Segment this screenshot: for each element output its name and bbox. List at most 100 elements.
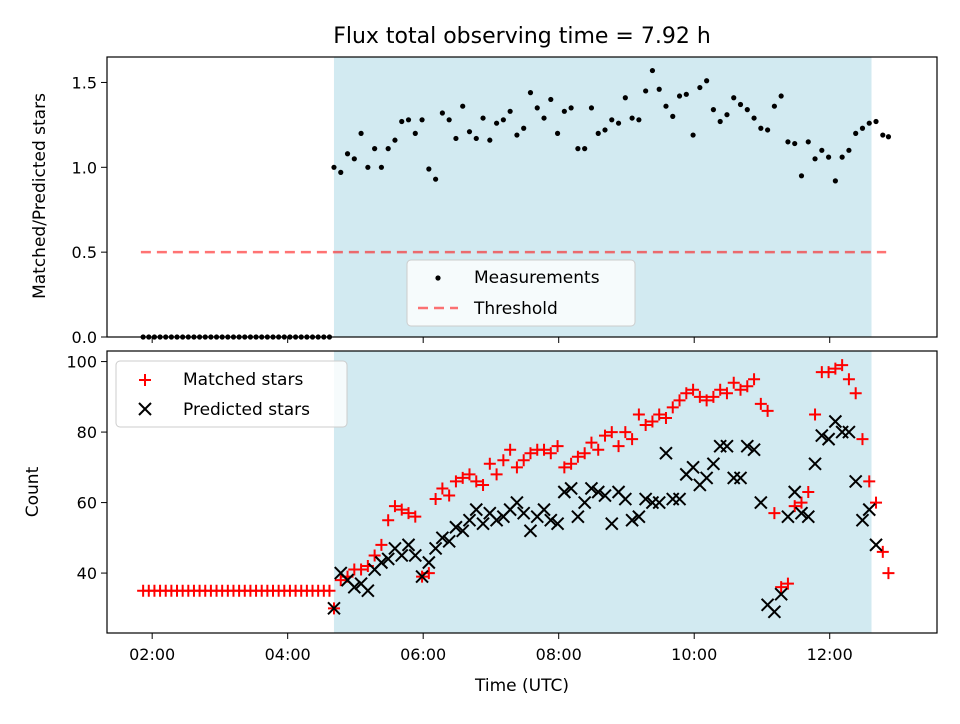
matched-star-point [768,507,781,520]
measurement-point [561,108,567,114]
measurement-point [832,178,838,184]
bottom-y-axis-label: Count [23,466,43,517]
predicted-star-point [550,517,565,531]
measurement-point [798,173,805,179]
predicted-star-point [740,439,754,453]
bottom-x-tick-label: 10:00 [671,645,717,664]
measurement-point [568,105,574,111]
measurement-point [805,139,811,145]
measurement-point [351,156,357,162]
matched-star-point [626,433,639,446]
measurement-point [683,91,689,97]
predicted-star-point [469,502,483,517]
predicted-star-point [598,488,612,503]
x-axis-label: Time (UTC) [474,676,569,696]
predicted-star-point [625,513,639,527]
matched-star-point [510,461,523,474]
matched-star-point [483,457,496,470]
matched-star-point [836,359,849,372]
predicted-star-point [781,509,795,524]
predicted-star-point [476,517,490,531]
predicted-star-point [442,534,456,549]
top-legend: Measurements Threshold [406,259,636,327]
bottom-x-tick-label: 04:00 [265,645,311,664]
bottom-x-tick-label: 06:00 [400,645,446,664]
bottom-y-tick-label: 80 [77,423,97,442]
predicted-star-point [754,495,768,510]
matched-star-point [693,390,706,403]
measurement-point [582,146,588,152]
measurement-point [825,154,832,160]
bottom-legend: Matched stars Predicted stars [115,360,348,428]
measurement-point [487,137,493,143]
measurement-point [880,132,886,138]
measurement-point [615,120,622,126]
measurement-point [365,164,371,170]
measurement-point [358,130,364,136]
measurement-point [866,120,872,126]
legend-matched-label: Matched stars [183,370,303,390]
measurement-point [731,95,737,101]
measurement-point [385,146,391,152]
measurement-point [649,67,656,74]
measurement-point [507,108,513,114]
matched-star-point [856,433,869,446]
predicted-star-point [374,555,389,570]
predicted-star-point [767,605,782,619]
measurement-point [439,110,445,116]
measurement-point [744,107,750,113]
measurement-point [412,130,418,136]
matched-star-point [714,383,727,396]
predicted-star-point [537,502,551,517]
measurement-point [446,117,452,123]
top-frame [106,56,938,338]
predicted-star-point [605,517,619,531]
matched-star-point [659,411,672,424]
predicted-star-point [401,538,416,552]
measurement-point [338,169,344,175]
matched-star-point [653,408,666,421]
measurement-point [812,156,818,162]
predicted-star-point [618,492,633,506]
predicted-star-point [577,495,592,510]
matched-star-point [470,475,483,488]
measurement-point [792,140,798,147]
matched-star-point [544,447,557,460]
matched-star-point [538,443,551,456]
measurement-point [595,130,601,136]
predicted-star-point [801,509,815,524]
measurement-point [697,84,703,91]
predicted-star-point [347,580,362,594]
matched-star-point [775,581,788,594]
measurement-point [521,125,527,131]
measurement-point [690,132,696,138]
predicted-star-point [828,414,843,429]
measurement-point [500,117,506,123]
matched-star-point [666,401,679,414]
measurement-point [426,166,432,172]
matched-star-point [449,475,462,488]
measurement-point [548,96,554,103]
matched-star-point [368,549,381,562]
measurement-point [676,93,683,99]
measurement-point [609,117,615,123]
legend-predicted-label: Predicted stars [183,400,310,420]
bottom-y-tick-label: 40 [77,564,97,583]
matched-star-point [741,380,754,393]
matched-star-point [727,376,740,389]
measurement-point [453,135,459,142]
measurement-point [588,105,595,111]
matched-star-point [720,387,733,400]
predicted-star-point [794,506,809,520]
matched-star-point [551,440,564,453]
matched-star-point [707,390,720,403]
bottom-frame [106,350,938,634]
predicted-star-point [869,538,883,552]
predicted-star-point [591,485,605,499]
measurement-point [405,117,412,123]
measurement-point [663,103,669,109]
predicted-star-point [855,513,870,527]
predicted-star-point [808,457,822,471]
predicted-star-point [456,524,470,538]
matched-star-point [748,373,761,386]
